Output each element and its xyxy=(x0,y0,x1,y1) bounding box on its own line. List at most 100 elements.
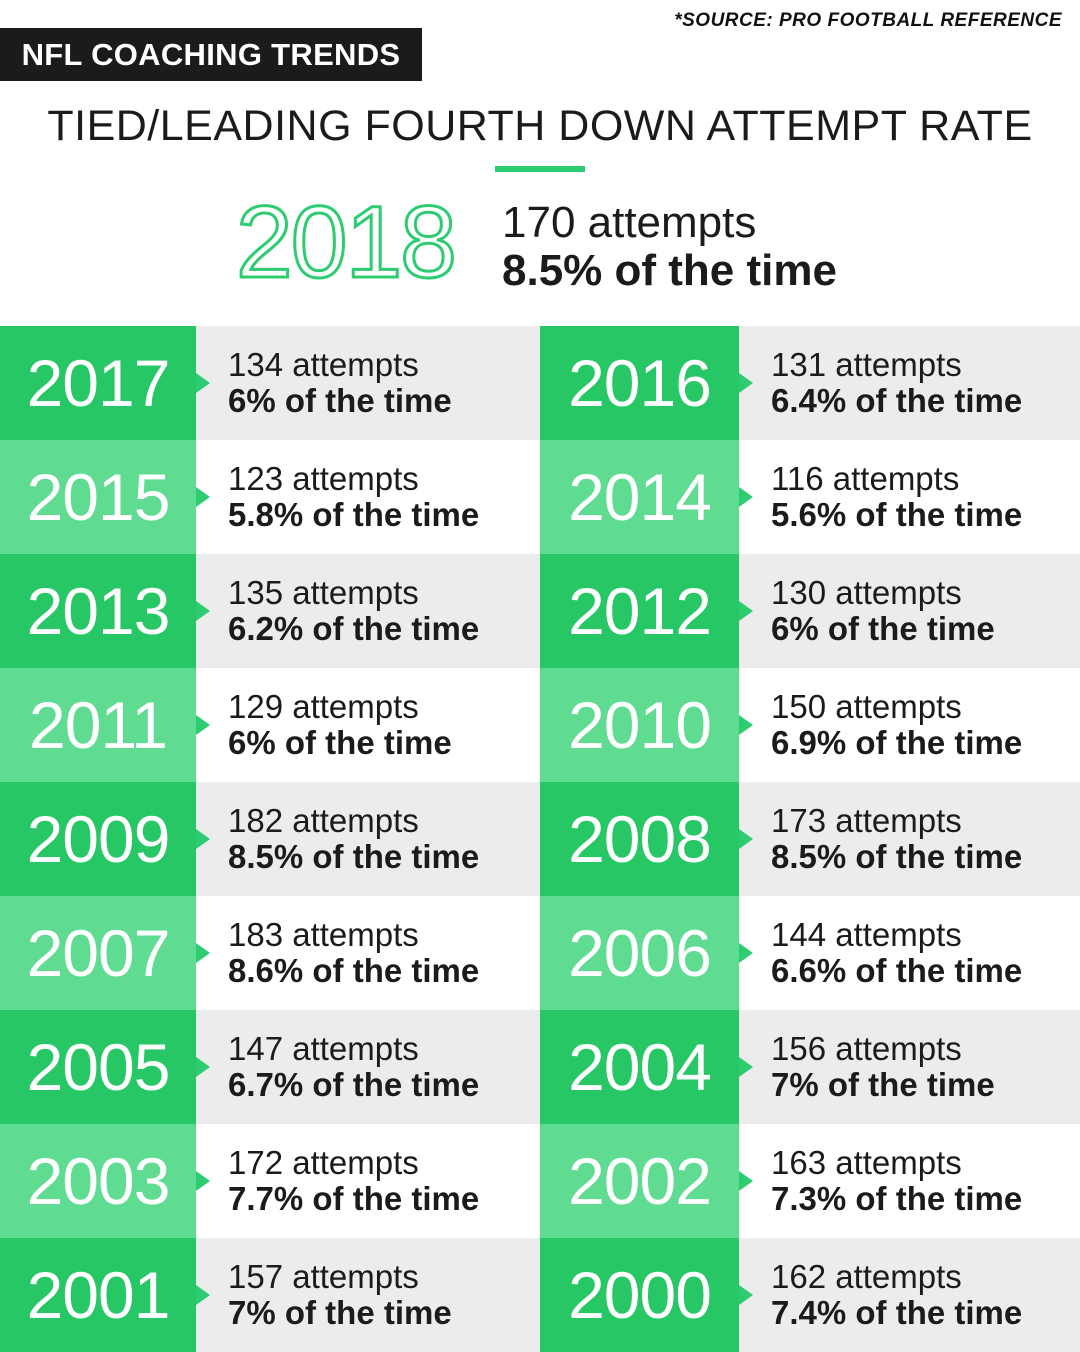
year-cell: 2016 131 attempts 6.4% of the time xyxy=(540,326,1080,440)
year-label: 2011 xyxy=(0,668,196,782)
year-cell: 2007 183 attempts 8.6% of the time xyxy=(0,896,540,1010)
attempt-rate: 6% of the time xyxy=(228,724,452,761)
year-cell: 2000 162 attempts 7.4% of the time xyxy=(540,1238,1080,1352)
pointer-arrow-icon xyxy=(196,601,210,621)
year-stats: 172 attempts 7.7% of the time xyxy=(196,1124,540,1238)
attempts-count: 150 attempts xyxy=(771,688,962,725)
hero-rate: 8.5% of the time xyxy=(502,246,837,295)
chart-title: TIED/LEADING FOURTH DOWN ATTEMPT RATE xyxy=(47,102,1033,150)
year-stats: 156 attempts 7% of the time xyxy=(739,1010,1080,1124)
year-grid: 2017 134 attempts 6% of the time 2016 131 at… xyxy=(0,326,1080,1352)
year-stats: 163 attempts 7.3% of the time xyxy=(739,1124,1080,1238)
pointer-arrow-icon xyxy=(739,829,753,849)
pointer-arrow-icon xyxy=(739,1285,753,1305)
attempt-rate: 5.8% of the time xyxy=(228,496,480,533)
table-row: 2015 123 attempts 5.8% of the time 2014 116 … xyxy=(0,440,1080,554)
year-stats: 131 attempts 6.4% of the time xyxy=(739,326,1080,440)
attempts-count: 156 attempts xyxy=(771,1030,962,1067)
year-label: 2003 xyxy=(0,1124,196,1238)
attempt-rate: 6% of the time xyxy=(228,382,452,419)
year-stats: 123 attempts 5.8% of the time xyxy=(196,440,540,554)
year-cell: 2013 135 attempts 6.2% of the time xyxy=(0,554,540,668)
attempts-count: 147 attempts xyxy=(228,1030,419,1067)
pointer-arrow-icon xyxy=(196,487,210,507)
table-row: 2009 182 attempts 8.5% of the time 2008 173 … xyxy=(0,782,1080,896)
year-cell: 2003 172 attempts 7.7% of the time xyxy=(0,1124,540,1238)
year-label: 2000 xyxy=(540,1238,739,1352)
year-stats: 144 attempts 6.6% of the time xyxy=(739,896,1080,1010)
year-cell: 2010 150 attempts 6.9% of the time xyxy=(540,668,1080,782)
attempt-rate: 6.2% of the time xyxy=(228,610,480,647)
pointer-arrow-icon xyxy=(196,829,210,849)
year-label: 2006 xyxy=(540,896,739,1010)
year-cell: 2005 147 attempts 6.7% of the time xyxy=(0,1010,540,1124)
year-cell: 2002 163 attempts 7.3% of the time xyxy=(540,1124,1080,1238)
pointer-arrow-icon xyxy=(196,715,210,735)
attempt-rate: 6.7% of the time xyxy=(228,1066,480,1103)
year-cell: 2012 130 attempts 6% of the time xyxy=(540,554,1080,668)
year-label: 2012 xyxy=(540,554,739,668)
year-label: 2007 xyxy=(0,896,196,1010)
year-label: 2004 xyxy=(540,1010,739,1124)
year-label: 2009 xyxy=(0,782,196,896)
year-cell: 2014 116 attempts 5.6% of the time xyxy=(540,440,1080,554)
pointer-arrow-icon xyxy=(196,1057,210,1077)
pointer-arrow-icon xyxy=(739,715,753,735)
hero-attempts: 170 attempts xyxy=(502,198,757,247)
attempts-count: 182 attempts xyxy=(228,802,419,839)
year-stats: 157 attempts 7% of the time xyxy=(196,1238,540,1352)
pointer-arrow-icon xyxy=(739,1057,753,1077)
table-row: 2007 183 attempts 8.6% of the time 2006 144 … xyxy=(0,896,1080,1010)
table-row: 2013 135 attempts 6.2% of the time 2012 130 … xyxy=(0,554,1080,668)
attempt-rate: 6.6% of the time xyxy=(771,952,1023,989)
attempts-count: 130 attempts xyxy=(771,574,962,611)
table-row: 2001 157 attempts 7% of the time 2000 162 at… xyxy=(0,1238,1080,1352)
table-row: 2003 172 attempts 7.7% of the time 2002 163 … xyxy=(0,1124,1080,1238)
year-stats: 162 attempts 7.4% of the time xyxy=(739,1238,1080,1352)
attempt-rate: 7% of the time xyxy=(228,1294,452,1331)
year-stats: 129 attempts 6% of the time xyxy=(196,668,540,782)
attempt-rate: 8.5% of the time xyxy=(771,838,1023,875)
year-stats: 116 attempts 5.6% of the time xyxy=(739,440,1080,554)
attempt-rate: 6.9% of the time xyxy=(771,724,1023,761)
pointer-arrow-icon xyxy=(196,1171,210,1191)
year-cell: 2004 156 attempts 7% of the time xyxy=(540,1010,1080,1124)
attempts-count: 163 attempts xyxy=(771,1144,962,1181)
pointer-arrow-icon xyxy=(739,373,753,393)
attempts-count: 173 attempts xyxy=(771,802,962,839)
attempt-rate: 8.6% of the time xyxy=(228,952,480,989)
table-row: 2011 129 attempts 6% of the time 2010 150 at… xyxy=(0,668,1080,782)
year-cell: 2017 134 attempts 6% of the time xyxy=(0,326,540,440)
year-label: 2014 xyxy=(540,440,739,554)
pointer-arrow-icon xyxy=(196,373,210,393)
pointer-arrow-icon xyxy=(196,1285,210,1305)
attempt-rate: 7.7% of the time xyxy=(228,1180,480,1217)
year-label: 2008 xyxy=(540,782,739,896)
year-label: 2013 xyxy=(0,554,196,668)
year-cell: 2008 173 attempts 8.5% of the time xyxy=(540,782,1080,896)
attempts-count: 135 attempts xyxy=(228,574,419,611)
pointer-arrow-icon xyxy=(739,943,753,963)
pointer-arrow-icon xyxy=(739,601,753,621)
table-row: 2005 147 attempts 6.7% of the time 2004 156 … xyxy=(0,1010,1080,1124)
hero-year: 2018 xyxy=(235,184,459,301)
attempt-rate: 6% of the time xyxy=(771,610,995,647)
year-stats: 130 attempts 6% of the time xyxy=(739,554,1080,668)
year-stats: 183 attempts 8.6% of the time xyxy=(196,896,540,1010)
year-label: 2017 xyxy=(0,326,196,440)
attempt-rate: 6.4% of the time xyxy=(771,382,1023,419)
year-stats: 182 attempts 8.5% of the time xyxy=(196,782,540,896)
attempts-count: 183 attempts xyxy=(228,916,419,953)
attempts-count: 134 attempts xyxy=(228,346,419,383)
title-divider xyxy=(495,166,585,172)
source-note: *SOURCE: PRO FOOTBALL REFERENCE xyxy=(674,10,1062,31)
pointer-arrow-icon xyxy=(739,1171,753,1191)
attempts-count: 157 attempts xyxy=(228,1258,419,1295)
year-stats: 135 attempts 6.2% of the time xyxy=(196,554,540,668)
attempt-rate: 7.4% of the time xyxy=(771,1294,1023,1331)
year-cell: 2009 182 attempts 8.5% of the time xyxy=(0,782,540,896)
attempt-rate: 5.6% of the time xyxy=(771,496,1023,533)
year-cell: 2011 129 attempts 6% of the time xyxy=(0,668,540,782)
year-stats: 173 attempts 8.5% of the time xyxy=(739,782,1080,896)
year-cell: 2015 123 attempts 5.8% of the time xyxy=(0,440,540,554)
